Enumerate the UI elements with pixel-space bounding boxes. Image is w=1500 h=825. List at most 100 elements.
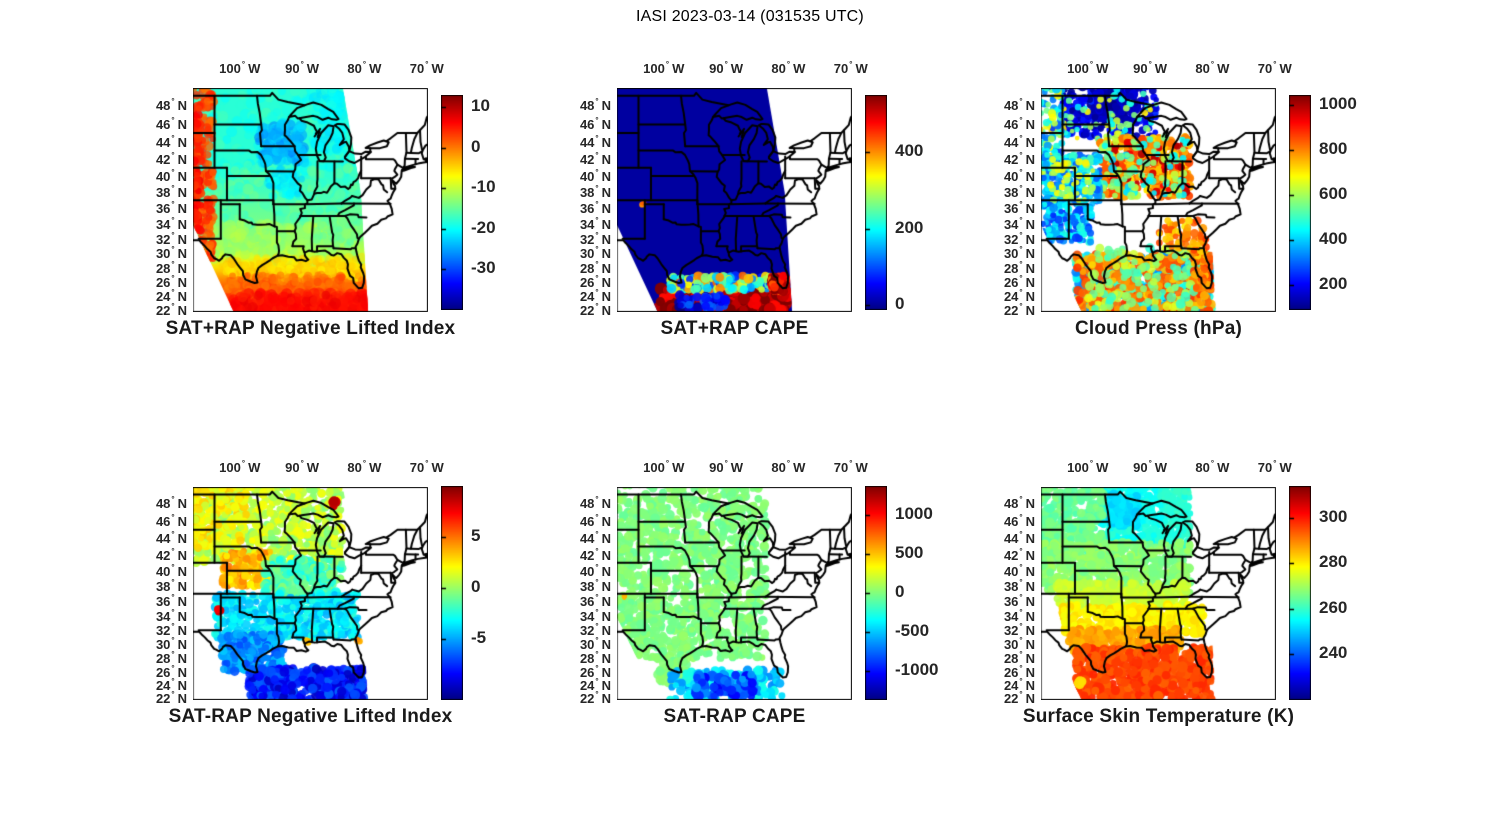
lat-tick-label: 28° N (565, 260, 611, 276)
degree-symbol: ° (595, 676, 599, 686)
lon-tick-label: 80° W (1180, 60, 1244, 76)
tick-number: 40 (579, 168, 595, 184)
tick-number: 30 (579, 246, 595, 262)
lon-tick-label: 80° W (332, 459, 396, 475)
tick-direction: N (601, 185, 611, 201)
colorbar-tick-label: -20 (471, 217, 496, 237)
tick-direction: N (1025, 563, 1035, 579)
tick-number: 22 (1003, 691, 1019, 707)
tick-direction: N (1025, 168, 1035, 184)
tick-direction: N (1025, 677, 1035, 693)
tick-number: 38 (155, 185, 171, 201)
degree-symbol: ° (595, 622, 599, 632)
lat-tick-label: 44° N (989, 530, 1035, 546)
lat-tick-label: 26° N (989, 274, 1035, 290)
colorbar-surface-skin-temp (1289, 486, 1311, 700)
tick-direction: N (601, 531, 611, 547)
tick-direction: N (1025, 514, 1035, 530)
colorbar-tick-label: 0 (895, 582, 905, 601)
colorbar-sat-plus-rap-cape (865, 95, 887, 310)
degree-symbol: ° (1019, 200, 1023, 210)
lat-tick-label: 48° N (141, 97, 187, 113)
lat-tick-label: 36° N (989, 200, 1035, 216)
degree-symbol: ° (595, 301, 599, 311)
degree-symbol: ° (171, 622, 175, 632)
tick-number: 24 (155, 289, 171, 305)
lon-tick-label: 70° W (1243, 60, 1307, 76)
tick-number: 30 (579, 637, 595, 653)
tick-number: 70 (833, 460, 849, 475)
tick-direction: N (177, 677, 187, 693)
lat-tick-label: 32° N (141, 622, 187, 638)
tick-number: 28 (579, 651, 595, 667)
lat-tick-label: 36° N (989, 593, 1035, 609)
tick-number: 36 (155, 201, 171, 217)
map-canvas-sat-plus-rap-nli (193, 88, 428, 312)
lat-tick-label: 38° N (989, 184, 1035, 200)
tick-number: 70 (1257, 61, 1273, 76)
tick-number: 34 (579, 608, 595, 624)
degree-symbol: ° (171, 259, 175, 269)
tick-number: 80 (1195, 61, 1210, 76)
colorbar-tick-label: -500 (895, 620, 930, 640)
lon-tick-label: 90° W (694, 60, 758, 76)
tick-number: 100 (643, 460, 665, 475)
tick-number: 32 (155, 623, 171, 639)
tick-direction: N (601, 637, 611, 653)
lat-tick-label: 28° N (141, 650, 187, 666)
panel-title-cloud-press: Cloud Press (hPa) (1074, 318, 1243, 339)
tick-direction: N (1025, 201, 1035, 217)
tick-direction: N (601, 134, 611, 150)
tick-direction: N (1025, 260, 1035, 276)
lat-tick-label: 48° N (565, 495, 611, 511)
colorbar-tick-label: 600 (1319, 184, 1348, 204)
degree-symbol: ° (1019, 167, 1023, 177)
tick-direction: N (1025, 152, 1035, 168)
lat-tick-label: 46° N (989, 116, 1035, 132)
lat-tick-label: 44° N (565, 134, 611, 150)
degree-symbol: ° (425, 459, 429, 468)
tick-number: 42 (579, 547, 595, 563)
degree-symbol: ° (1019, 530, 1023, 540)
lon-tick-label: 80° W (332, 60, 396, 76)
lat-tick-label: 36° N (565, 200, 611, 216)
lat-tick-label: 38° N (565, 578, 611, 594)
lat-tick-label: 34° N (989, 216, 1035, 232)
tick-direction: N (1025, 302, 1035, 318)
lat-tick-label: 32° N (989, 231, 1035, 247)
colorbar-tick-label: -30 (471, 258, 496, 278)
tick-direction: N (1025, 134, 1035, 150)
tick-number: 42 (579, 152, 595, 168)
lat-tick-label: 24° N (141, 288, 187, 304)
tick-direction: N (177, 216, 187, 232)
degree-symbol: ° (171, 495, 175, 505)
tick-number: 36 (579, 594, 595, 610)
tick-direction: N (601, 651, 611, 667)
degree-symbol: ° (786, 459, 791, 468)
lat-tick-label: 42° N (565, 151, 611, 167)
degree-symbol: ° (595, 151, 599, 161)
tick-direction: N (177, 594, 187, 610)
degree-symbol: ° (595, 607, 599, 617)
lat-tick-label: 46° N (565, 513, 611, 529)
degree-symbol: ° (1019, 578, 1023, 588)
degree-symbol: ° (1273, 60, 1277, 69)
colorbar-tick-label: 200 (895, 217, 924, 237)
tick-number: 38 (579, 579, 595, 595)
tick-number: 70 (409, 61, 425, 76)
colorbar-tick-label: 400 (1319, 229, 1348, 249)
lat-tick-label: 40° N (141, 563, 187, 579)
degree-symbol: ° (241, 60, 246, 69)
degree-symbol: ° (595, 245, 599, 255)
tick-number: 22 (155, 691, 171, 707)
lat-tick-label: 24° N (989, 288, 1035, 304)
degree-symbol: ° (1019, 636, 1023, 646)
degree-symbol: ° (171, 151, 175, 161)
tick-number: 28 (1003, 651, 1019, 667)
tick-direction: N (177, 185, 187, 201)
tick-direction: N (1025, 496, 1035, 512)
lat-tick-label: 48° N (989, 495, 1035, 511)
colorbar-tick-label: 0 (471, 576, 481, 596)
lat-tick-label: 48° N (141, 495, 187, 511)
